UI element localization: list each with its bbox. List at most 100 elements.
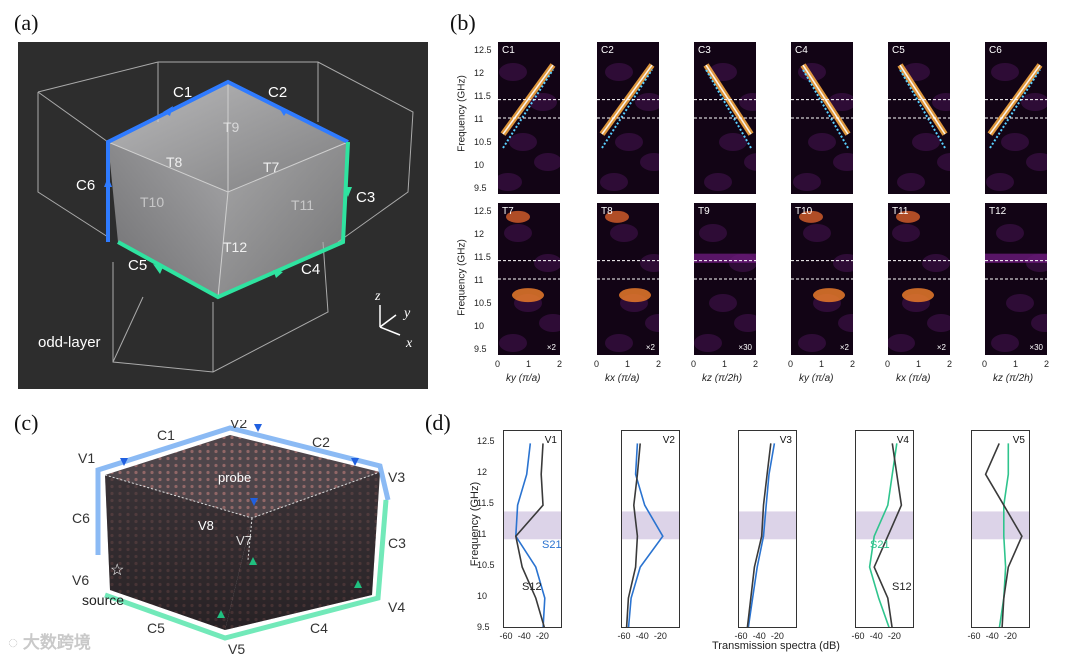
hot-spot — [813, 288, 845, 303]
b-x-tick: 1 — [625, 359, 631, 369]
panel-label-b: (b) — [450, 10, 476, 35]
dispersion-tile-c6: C6 — [985, 42, 1047, 194]
heat-blob — [539, 314, 560, 332]
heat-blob — [605, 334, 633, 352]
b-y-tick: 12 — [474, 68, 485, 79]
b-y-tick: 10.5 — [474, 137, 492, 148]
face-label-t9: T9 — [223, 119, 240, 135]
c-source-label: source — [82, 592, 124, 608]
tile-heatmap — [597, 210, 659, 352]
fit-curve — [601, 69, 653, 149]
spectrum-plot-v3: V3 — [738, 430, 797, 628]
heat-blob — [704, 173, 732, 191]
d-x-tick: -40 — [869, 631, 883, 641]
c-vertex-v8: V8 — [198, 518, 214, 533]
dispersion-tile-c1: C1 — [498, 42, 560, 194]
bandgap-shade — [856, 511, 913, 540]
hot-spot — [902, 288, 934, 303]
c-edge-c6: C6 — [72, 510, 90, 526]
b-x-tick: 1 — [916, 359, 922, 369]
dispersion-tile-c3: C3 — [694, 42, 756, 194]
c-vertex-v2: V2 — [230, 420, 247, 431]
d-x-title: Transmission spectra (dB) — [712, 640, 840, 652]
edge-label-c6: C6 — [76, 177, 95, 194]
c-vertex-v3: V3 — [388, 469, 405, 485]
b-x-tick: 0 — [495, 359, 501, 369]
green-arrows — [153, 187, 352, 278]
heat-blob — [803, 224, 831, 242]
tile-multiplier: ×2 — [839, 343, 849, 352]
s12-line — [873, 443, 903, 627]
dispersion-tile-t9: T9 ×30 — [694, 203, 756, 355]
b-x-title: kz (π/2h) — [993, 373, 1034, 384]
b-y-tick: 11 — [474, 275, 484, 286]
b-x-tick: 2 — [753, 359, 759, 369]
heat-blob — [833, 254, 853, 272]
b-x-tick: 2 — [557, 359, 563, 369]
s21-label: S21 — [542, 539, 562, 551]
band-core — [802, 64, 849, 135]
heat-blob — [499, 63, 527, 81]
heat-blob — [600, 173, 628, 191]
panel-label-d: (d) — [425, 410, 451, 435]
face-label-t8: T8 — [166, 154, 183, 170]
fit-curve — [989, 69, 1041, 149]
s21-line — [747, 443, 776, 627]
b-x-tick: 0 — [594, 359, 600, 369]
b-x-tick: 1 — [722, 359, 728, 369]
tile-label: T12 — [989, 206, 1007, 217]
b-x-title: ky (π/a) — [799, 373, 834, 384]
tile-label: C4 — [795, 45, 808, 56]
dispersion-tile-t11: T11 ×2 — [888, 203, 950, 355]
heat-blob — [937, 153, 950, 171]
panel-label-a: (a) — [14, 10, 39, 35]
d-y-tick: 12.5 — [477, 436, 495, 447]
b-y-tick: 10 — [474, 160, 485, 171]
watermark-logo: ◌ 大数跨境 — [8, 633, 91, 652]
flat-band — [985, 253, 1047, 263]
right-layers — [225, 472, 380, 630]
d-x-tick: -60 — [967, 631, 981, 641]
spectrum-svg — [972, 443, 1029, 627]
heat-blob — [897, 173, 925, 191]
b-y-tick: 12.5 — [474, 206, 492, 217]
heat-blob — [1001, 133, 1029, 151]
s21-line — [627, 443, 664, 627]
tile-heatmap — [791, 63, 853, 191]
b-y-tick: 12 — [474, 229, 485, 240]
tile-heatmap — [888, 210, 950, 352]
spectrum-label: V3 — [779, 435, 792, 446]
b-x-tick: 2 — [656, 359, 662, 369]
tile-heatmap — [498, 210, 560, 352]
d-x-tick: -60 — [617, 631, 631, 641]
tile-multiplier: ×2 — [645, 343, 655, 352]
d-x-tick: -60 — [851, 631, 865, 641]
s12-label: S12 — [522, 581, 542, 593]
tile-multiplier: ×2 — [936, 343, 946, 352]
s12-line — [746, 443, 772, 627]
blue-path — [95, 425, 391, 555]
heat-blob — [1026, 153, 1047, 171]
spectrum-plot-v1: V1 S21 S12 — [503, 430, 562, 628]
spectrum-svg — [856, 443, 913, 627]
tile-heatmap — [791, 210, 853, 352]
axes-glyph — [379, 305, 401, 336]
heat-blob — [892, 224, 920, 242]
d-x-tick: -60 — [734, 631, 748, 641]
b-x-tick: 0 — [885, 359, 891, 369]
b-x-title: kz (π/2h) — [702, 373, 743, 384]
hot-spot — [799, 210, 823, 223]
inner-dashed-edges — [104, 471, 381, 561]
b-y-tick: 11.5 — [474, 252, 491, 263]
d-y-tick: 10 — [477, 591, 488, 602]
b-x-tick: 2 — [850, 359, 856, 369]
heat-blob — [1021, 93, 1047, 111]
panel-a-cube: C1 C2 C3 C4 C5 C6 T7 T8 T9 T10 T11 T12 o… — [18, 42, 428, 389]
heat-blob — [932, 93, 950, 111]
edge-label-c2: C2 — [268, 84, 287, 101]
spectrum-label: V2 — [662, 435, 675, 446]
bandgap-shade — [972, 511, 1029, 540]
tile-heatmap — [694, 63, 756, 191]
tile-label: C2 — [601, 45, 614, 56]
